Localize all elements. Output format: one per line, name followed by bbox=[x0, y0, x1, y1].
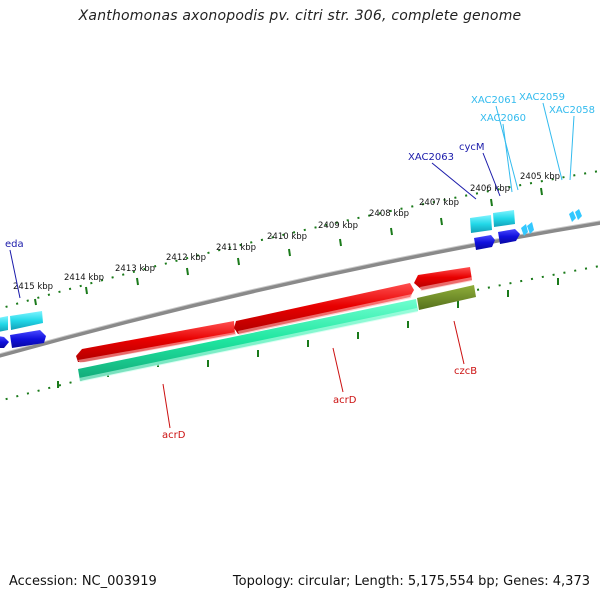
tick-label: 2415 kbp bbox=[13, 282, 53, 292]
gene-blue-right[interactable] bbox=[474, 229, 520, 250]
tick-label: 2410 kbp bbox=[267, 232, 307, 242]
leader-lines bbox=[9, 102, 575, 429]
gene-eda-cyan[interactable] bbox=[0, 311, 43, 332]
genome-backbone bbox=[0, 220, 600, 358]
accession-text: Accession: NC_003919 bbox=[9, 574, 157, 589]
tick-label: 2413 kbp bbox=[115, 264, 155, 274]
label-xac2061: XAC2061 bbox=[471, 95, 517, 106]
label-czcb: czcB bbox=[454, 366, 477, 377]
gene-eda-blue[interactable] bbox=[0, 330, 46, 348]
tick-label: 2408 kbp bbox=[369, 209, 409, 219]
label-eda: eda bbox=[5, 239, 24, 250]
label-acrd-right: acrD bbox=[333, 395, 357, 406]
label-acrd-left: acrD bbox=[162, 430, 186, 441]
label-xac2058: XAC2058 bbox=[549, 105, 595, 116]
label-xac2060: XAC2060 bbox=[480, 113, 526, 124]
gene-czcB[interactable] bbox=[414, 267, 472, 291]
gene-acrD-right[interactable] bbox=[234, 283, 414, 335]
gene-green-long[interactable] bbox=[78, 299, 418, 382]
tick-label: 2409 kbp bbox=[318, 221, 358, 231]
tick-label: 2405 kbp bbox=[520, 172, 560, 182]
label-xac2063: XAC2063 bbox=[408, 152, 454, 163]
gene-olive[interactable] bbox=[417, 285, 476, 310]
page-title: Xanthomonas axonopodis pv. citri str. 30… bbox=[78, 8, 522, 24]
outer-tick-ring bbox=[0, 169, 600, 310]
outer-major-ticks bbox=[34, 187, 543, 306]
tick-label: 2411 kbp bbox=[216, 243, 256, 253]
inner-major-ticks bbox=[57, 278, 559, 388]
tick-label: 2406 kbp bbox=[470, 184, 510, 194]
gene-labels: eda XAC2063 cycM XAC2061 XAC2060 XAC2059… bbox=[5, 92, 595, 441]
tick-label: 2414 kbp bbox=[64, 273, 104, 283]
tick-label: 2412 kbp bbox=[166, 253, 206, 263]
gene-acrD-left[interactable] bbox=[76, 321, 236, 363]
kbp-labels: 2405 kbp 2406 kbp 2407 kbp 2408 kbp 2409… bbox=[13, 172, 560, 292]
tick-label: 2407 kbp bbox=[419, 198, 459, 208]
label-cycm: cycM bbox=[459, 142, 485, 153]
genome-summary-text: Topology: circular; Length: 5,175,554 bp… bbox=[232, 574, 590, 589]
gene-small-cyan-arrows[interactable] bbox=[521, 209, 582, 236]
label-xac2059: XAC2059 bbox=[519, 92, 565, 103]
gene-xac2063-cyan[interactable] bbox=[470, 210, 515, 233]
